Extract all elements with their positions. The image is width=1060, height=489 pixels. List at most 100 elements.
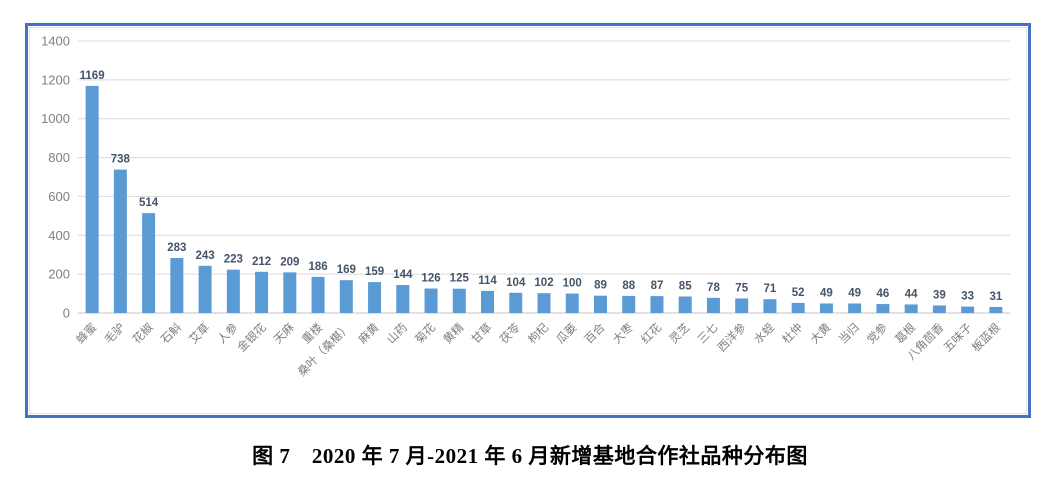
- bar: [113, 169, 127, 313]
- bar-value-label: 85: [679, 280, 692, 292]
- x-category-label: 当归: [836, 320, 862, 346]
- bar-value-label: 49: [848, 287, 861, 299]
- bar-value-label: 75: [735, 282, 748, 294]
- bar-value-label: 223: [224, 254, 243, 266]
- bar: [537, 293, 551, 313]
- x-category-label: 黄精: [440, 320, 467, 347]
- x-category-label: 红花: [639, 321, 665, 347]
- bar: [509, 292, 523, 313]
- x-category-label: 百合: [581, 320, 608, 347]
- bar: [622, 295, 636, 313]
- bar: [481, 290, 495, 313]
- bar-value-label: 243: [195, 250, 214, 262]
- bar: [226, 269, 240, 313]
- x-category-label: 杜仲: [779, 320, 805, 346]
- bar-value-label: 209: [280, 256, 299, 268]
- x-category-label: 瓜蒌: [554, 321, 579, 346]
- x-category-label: 重楼: [299, 320, 326, 347]
- bar: [452, 288, 466, 313]
- bar: [791, 302, 805, 313]
- x-category-label: 金银花: [234, 320, 269, 355]
- bar: [678, 296, 692, 313]
- bar: [198, 265, 212, 313]
- bar-value-label: 33: [961, 291, 974, 303]
- bar-value-label: 283: [167, 242, 186, 254]
- bar-value-label: 71: [764, 283, 777, 295]
- bar: [961, 306, 975, 313]
- bar-value-label: 87: [651, 280, 664, 292]
- y-tick-label: 1400: [41, 34, 70, 49]
- bar: [142, 213, 156, 313]
- y-tick-label: 200: [48, 267, 70, 282]
- x-category-label: 毛驴: [101, 320, 127, 346]
- bar-value-label: 46: [877, 288, 890, 300]
- bar: [593, 295, 607, 313]
- bar: [735, 298, 749, 313]
- y-tick-label: 800: [48, 150, 70, 165]
- bar-value-label: 144: [393, 269, 413, 281]
- x-category-label: 艾草: [187, 321, 212, 346]
- bar: [255, 271, 269, 313]
- x-category-label: 大枣: [610, 320, 637, 347]
- y-tick-label: 1200: [41, 72, 70, 87]
- bar: [989, 306, 1003, 313]
- bar: [932, 305, 946, 313]
- bar-value-label: 88: [622, 280, 635, 292]
- bar-value-label: 78: [707, 282, 720, 294]
- x-category-label: 灵芝: [667, 321, 693, 347]
- bar-value-label: 100: [563, 278, 582, 290]
- x-category-label: 板蓝根: [969, 320, 1004, 355]
- bar-value-label: 1169: [80, 70, 105, 82]
- bar-value-label: 126: [421, 273, 440, 285]
- bar-value-label: 169: [337, 264, 356, 276]
- bar-value-label: 186: [308, 261, 327, 273]
- x-category-label: 花椒: [130, 320, 157, 347]
- x-category-label: 山药: [384, 321, 409, 346]
- x-category-label: 人参: [214, 320, 241, 347]
- x-category-label: 党参: [864, 320, 891, 347]
- bar-value-label: 89: [594, 280, 607, 292]
- bar-value-label: 104: [506, 277, 526, 289]
- bar-value-label: 212: [252, 256, 271, 268]
- y-tick-label: 0: [63, 306, 70, 321]
- chart-frame: 0 200 400 600 800 1000 1200 1400 1169 蜂蜜 738 毛驴 514 花…: [25, 23, 1031, 418]
- x-category-label: 西洋参: [715, 320, 750, 355]
- bar-value-label: 44: [905, 288, 918, 300]
- figure-caption: 图 7 2020 年 7 月-2021 年 6 月新增基地合作社品种分布图: [252, 444, 808, 468]
- x-category-label: 五味子: [941, 321, 975, 355]
- x-category-label: 三七: [695, 321, 720, 346]
- x-category-label: 麻黄: [356, 320, 382, 346]
- bar-value-label: 52: [792, 287, 805, 299]
- x-category-label: 枸杞: [525, 320, 552, 347]
- bar-value-label: 114: [478, 275, 497, 287]
- bar: [876, 304, 890, 313]
- x-category-label: 菊花: [413, 321, 439, 347]
- x-category-label: 天麻: [271, 320, 298, 347]
- y-tick-label: 600: [48, 189, 70, 204]
- bar: [396, 285, 410, 313]
- bar: [706, 297, 720, 313]
- bar: [848, 303, 862, 313]
- bar-value-label: 102: [534, 277, 553, 289]
- bar: [339, 280, 353, 313]
- bar-value-label: 159: [365, 266, 384, 278]
- bar: [424, 288, 438, 313]
- bar: [565, 293, 579, 313]
- bar: [311, 276, 325, 313]
- x-category-label: 石斛: [158, 320, 185, 347]
- bar-value-label: 31: [989, 291, 1002, 303]
- bar: [170, 258, 184, 313]
- bar-value-label: 738: [111, 154, 131, 166]
- bar: [368, 282, 382, 313]
- y-tick-label: 400: [48, 228, 70, 243]
- x-category-label: 茯苓: [497, 320, 524, 347]
- y-tick-label: 1000: [41, 111, 70, 126]
- bar: [650, 296, 664, 313]
- bar: [819, 303, 833, 313]
- bar-value-label: 125: [450, 273, 470, 285]
- bar-value-label: 39: [933, 289, 946, 301]
- x-category-label: 大黄: [807, 320, 833, 346]
- bar-value-label: 49: [820, 287, 833, 299]
- x-category-label: 蜂蜜: [73, 320, 99, 346]
- x-category-label: 甘草: [469, 321, 494, 346]
